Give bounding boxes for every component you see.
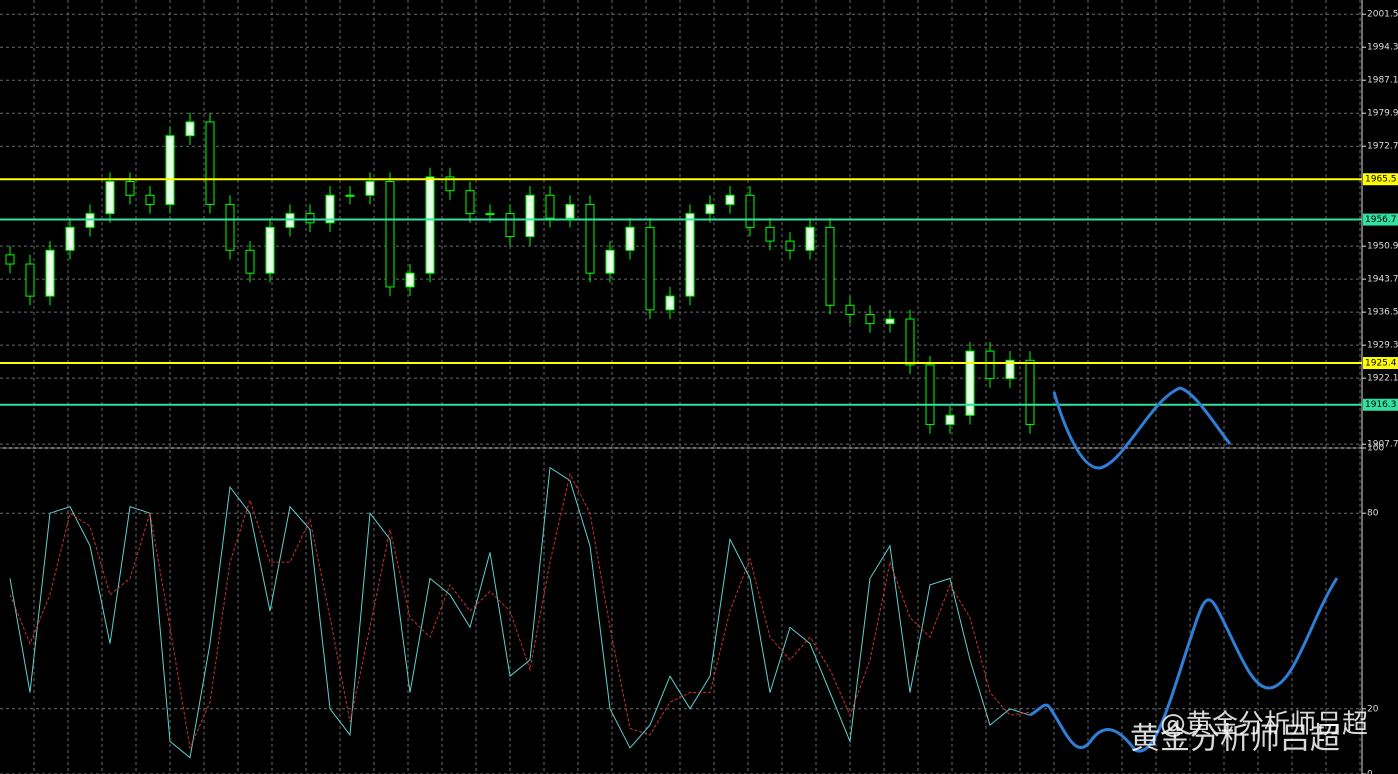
candle-body [105, 181, 115, 215]
y-tick-label: 0 [1367, 770, 1373, 774]
candle-body [185, 121, 195, 137]
candle-body [545, 194, 555, 219]
candle-body [865, 313, 875, 325]
y-tick-label: 1943.7 [1367, 275, 1398, 285]
candle-body [25, 263, 35, 297]
candle-body [805, 226, 815, 251]
level-label: 1965.5 [1365, 175, 1397, 185]
candle-body [625, 226, 635, 251]
candle-body [345, 194, 355, 197]
drawn-forecast-price [1052, 386, 1232, 470]
candle-body [765, 226, 775, 242]
y-tick-label: 1994.3 [1367, 43, 1398, 53]
candle-body [365, 181, 375, 196]
stoch-line [9, 472, 1031, 750]
drawn-forecast-stoch [1029, 577, 1339, 753]
y-tick-label: 1987.1 [1367, 76, 1398, 86]
candle-body [945, 414, 955, 425]
candle-body [385, 181, 395, 288]
candle-body [725, 194, 735, 205]
candle-body [505, 213, 515, 238]
candle-body [905, 318, 915, 366]
candle-body [145, 194, 155, 205]
level-label: 1956.7 [1365, 215, 1397, 225]
candle-body [705, 203, 715, 215]
candle-body [925, 364, 935, 425]
candle-body [665, 295, 675, 311]
candle-body [425, 176, 435, 274]
candle-body [65, 226, 75, 251]
candle-body [965, 350, 975, 416]
level-tag [1363, 213, 1398, 226]
candle-body [485, 213, 495, 216]
candle-body [845, 304, 855, 315]
candle-body [325, 194, 335, 224]
candle-body [245, 249, 255, 274]
candle-body [405, 272, 415, 288]
candle-body [465, 190, 475, 215]
candle-body [525, 194, 535, 238]
y-tick-label: 1907.7 [1367, 440, 1398, 450]
y-tick-label: 1972.7 [1367, 142, 1398, 152]
candle-body [585, 203, 595, 274]
y-tick-label: 1979.9 [1367, 109, 1398, 119]
candle-body [985, 350, 995, 380]
watermark-handle: @黄金分析师吕超 [1160, 710, 1368, 740]
y-tick-label: 1936.5 [1367, 308, 1398, 318]
candle-body [265, 226, 275, 274]
y-tick-label: 20 [1367, 704, 1379, 714]
y-tick-label: 1929.3 [1367, 341, 1398, 351]
candle-body [225, 203, 235, 251]
candle-body [1025, 359, 1035, 425]
candle-body [45, 249, 55, 297]
candle-body [5, 254, 15, 265]
level-tag [1363, 398, 1398, 411]
candle-body [305, 213, 315, 224]
candle-body [445, 176, 455, 192]
candle-body [565, 203, 575, 219]
candle-body [885, 318, 895, 325]
y-tick-label: 100 [1367, 444, 1384, 454]
y-tick-label: 80 [1367, 509, 1379, 519]
candle-body [1005, 359, 1015, 380]
level-tag [1363, 357, 1398, 370]
candle-body [745, 194, 755, 228]
candle-body [645, 226, 655, 311]
y-tick-label: 1950.9 [1367, 242, 1398, 252]
candle-body [785, 240, 795, 251]
candle-body [825, 226, 835, 306]
candle-body [685, 213, 695, 297]
y-tick-label: 1922.1 [1367, 374, 1398, 384]
candle-body [125, 181, 135, 196]
level-tag [1363, 173, 1398, 186]
level-label: 1925.4 [1365, 359, 1397, 369]
candle-body [205, 121, 215, 205]
stoch-line [9, 466, 1031, 759]
level-label: 1916.3 [1365, 400, 1397, 410]
plot-layer: 2001.5 1994.3 1987.1 1979.9 1972.7 1950.9 1943… [0, 10, 1398, 774]
y-tick-label: 2001.5 [1367, 10, 1398, 20]
candle-body [605, 249, 615, 274]
candle-body [165, 135, 175, 205]
vertical-grid [33, 0, 1361, 774]
watermark-name: 黄金分析师吕超 [1130, 722, 1340, 757]
